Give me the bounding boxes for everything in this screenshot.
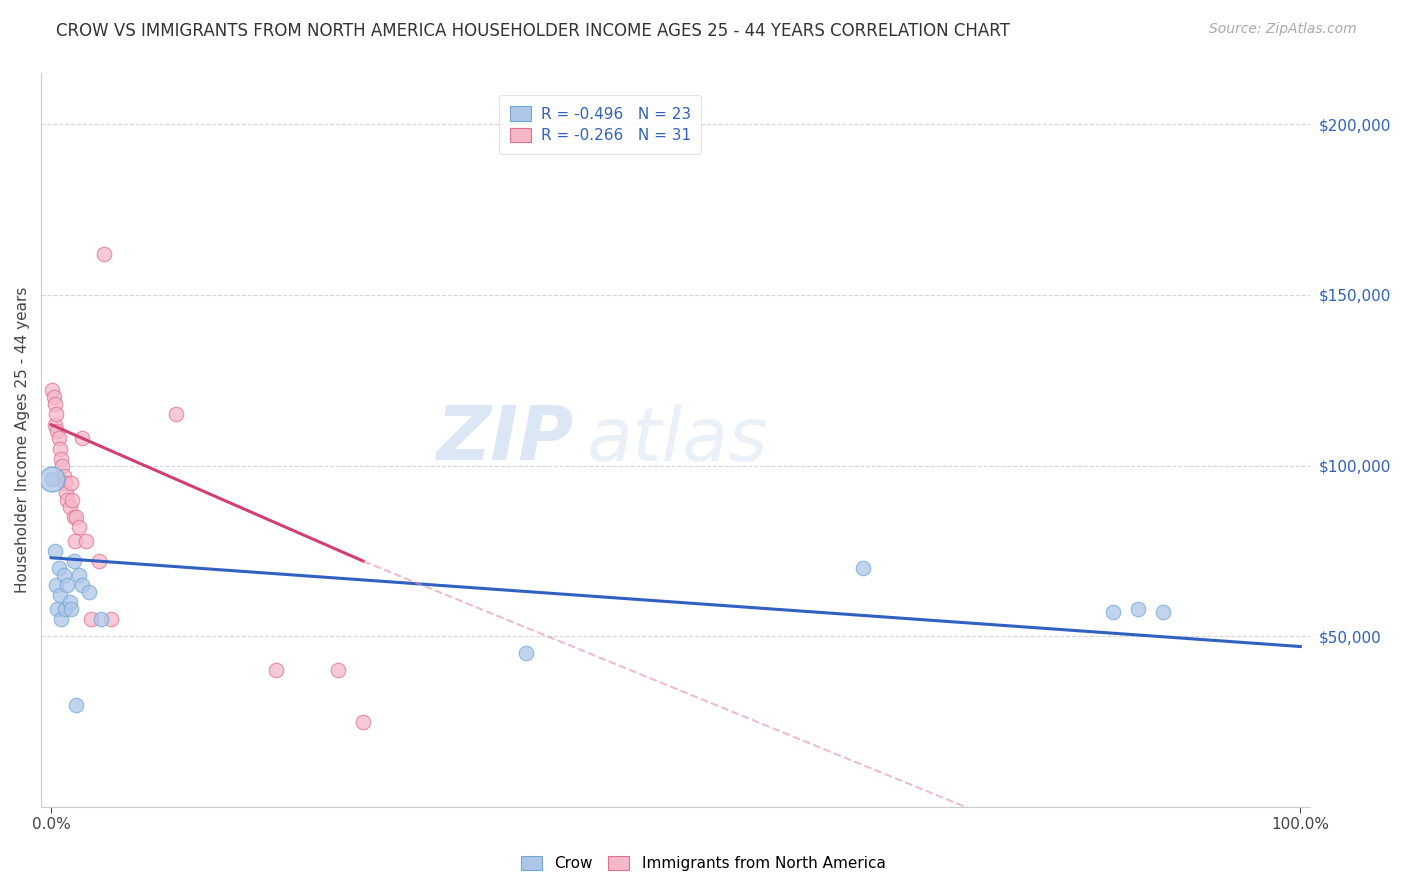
Text: Source: ZipAtlas.com: Source: ZipAtlas.com — [1209, 22, 1357, 37]
Point — [44, 417, 66, 432]
Point — [45, 578, 67, 592]
Point — [46, 602, 69, 616]
Point — [45, 408, 67, 422]
Point — [90, 612, 112, 626]
Point — [1126, 602, 1149, 616]
Point — [49, 612, 72, 626]
Point — [67, 520, 90, 534]
Point — [328, 664, 350, 678]
Point — [65, 698, 87, 712]
Legend: Crow, Immigrants from North America: Crow, Immigrants from North America — [515, 849, 891, 877]
Point — [44, 544, 66, 558]
Text: atlas: atlas — [586, 404, 768, 476]
Point — [44, 397, 66, 411]
Point — [41, 472, 63, 486]
Point — [852, 561, 875, 575]
Point — [515, 646, 537, 660]
Point — [1152, 606, 1174, 620]
Point — [62, 509, 84, 524]
Point — [63, 533, 86, 548]
Point — [41, 472, 63, 486]
Point — [100, 612, 122, 626]
Point — [49, 451, 72, 466]
Point — [51, 458, 73, 473]
Point — [52, 468, 75, 483]
Y-axis label: Householder Income Ages 25 - 44 years: Householder Income Ages 25 - 44 years — [15, 287, 30, 593]
Text: CROW VS IMMIGRANTS FROM NORTH AMERICA HOUSEHOLDER INCOME AGES 25 - 44 YEARS CORR: CROW VS IMMIGRANTS FROM NORTH AMERICA HO… — [56, 22, 1010, 40]
Point — [80, 612, 103, 626]
Point — [65, 509, 87, 524]
Point — [62, 554, 84, 568]
Point — [48, 561, 70, 575]
Point — [53, 602, 76, 616]
Legend: R = -0.496   N = 23, R = -0.266   N = 31: R = -0.496 N = 23, R = -0.266 N = 31 — [499, 95, 702, 153]
Point — [93, 247, 115, 261]
Point — [46, 425, 69, 439]
Point — [52, 567, 75, 582]
Point — [165, 408, 187, 422]
Point — [75, 533, 97, 548]
Point — [60, 492, 83, 507]
Point — [60, 475, 83, 490]
Point — [49, 588, 72, 602]
Point — [53, 475, 76, 490]
Point — [42, 390, 65, 404]
Point — [48, 431, 70, 445]
Text: ZIP: ZIP — [437, 403, 574, 476]
Point — [77, 585, 100, 599]
Point — [56, 578, 79, 592]
Point — [59, 500, 82, 514]
Point — [72, 578, 94, 592]
Point — [352, 714, 374, 729]
Point — [49, 442, 72, 456]
Point — [87, 554, 110, 568]
Point — [55, 486, 77, 500]
Point — [72, 431, 94, 445]
Point — [1102, 606, 1125, 620]
Point — [59, 595, 82, 609]
Point — [41, 384, 63, 398]
Point — [67, 567, 90, 582]
Point — [56, 492, 79, 507]
Point — [60, 602, 83, 616]
Point — [264, 664, 287, 678]
